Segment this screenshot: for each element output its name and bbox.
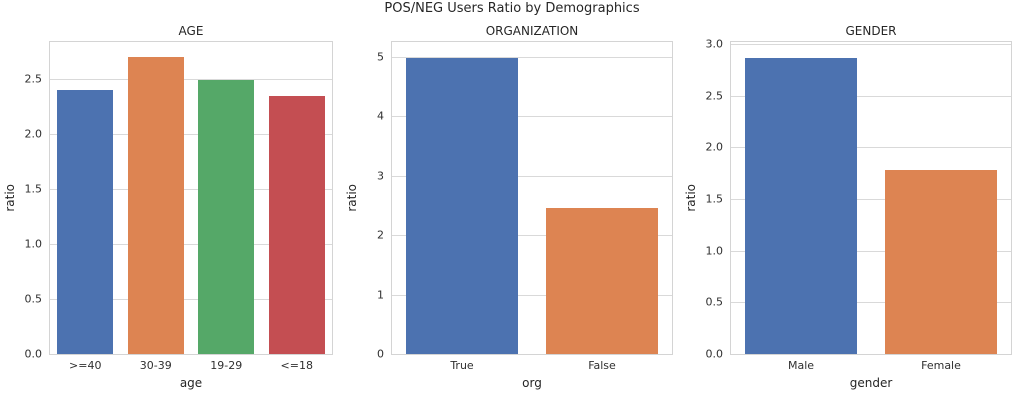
bar-age-<=18 — [268, 95, 325, 354]
x-tick-label: False — [588, 359, 616, 372]
bar-age-19-29 — [198, 80, 255, 354]
y-axis-label-text: ratio — [345, 184, 359, 212]
y-tick-label: 2.5 — [705, 89, 724, 103]
gridline — [50, 79, 332, 81]
subplot-title-organization: ORGANIZATION — [485, 24, 579, 38]
y-axis-label-text: ratio — [3, 184, 17, 212]
gridline — [50, 189, 332, 191]
y-tick-label: 2 — [377, 228, 384, 242]
gridline — [50, 134, 332, 136]
y-tick-label: 1.0 — [24, 237, 43, 251]
subplot-title-age: AGE — [178, 24, 204, 38]
gridline — [392, 294, 672, 296]
bar-age-30-39 — [127, 57, 184, 354]
y-tick-label: 2.0 — [705, 140, 724, 154]
subplot-title-gender: GENDER — [845, 24, 897, 38]
y-tick-label: 3 — [377, 169, 384, 183]
y-axis-label-gender: ratio — [683, 42, 699, 354]
y-tick-label: 4 — [377, 109, 384, 123]
figure-title: POS/NEG Users Ratio by Demographics — [384, 1, 640, 16]
x-tick-label: >=40 — [69, 359, 102, 372]
y-tick-label: 0.5 — [24, 292, 43, 306]
gridline — [731, 95, 1011, 97]
bar-organization-false — [546, 208, 658, 354]
gridline — [731, 44, 1011, 46]
y-tick-label: 0.0 — [705, 347, 724, 361]
y-tick-label: 0.5 — [705, 295, 724, 309]
x-tick-label: 19-29 — [210, 359, 243, 372]
y-tick-label: 1.0 — [705, 244, 724, 258]
y-tick-label: 2.5 — [24, 72, 43, 86]
y-tick-label: 0 — [377, 347, 384, 361]
x-tick-label: 30-39 — [139, 359, 172, 372]
gridline — [50, 244, 332, 246]
y-tick-label: 1 — [377, 288, 384, 302]
y-tick-label: 3.0 — [705, 37, 724, 51]
x-tick-label: <=18 — [280, 359, 313, 372]
y-tick-label: 1.5 — [24, 182, 43, 196]
x-tick-label: Female — [921, 359, 961, 372]
axes-gender: GENDER 0.0 0.5 1.0 1.5 2.0 2.5 3.0 Male Female gen… — [684, 24, 1012, 390]
bar-gender-male — [745, 57, 857, 354]
y-tick-label: 1.5 — [705, 192, 724, 206]
y-tick-label: 2.0 — [24, 127, 43, 141]
gridline — [731, 302, 1011, 304]
gridline — [392, 235, 672, 237]
x-axis-label-organization: org — [522, 376, 542, 390]
gridline — [731, 147, 1011, 149]
x-axis-label-gender: gender — [849, 376, 893, 390]
y-tick-label: 0.0 — [24, 347, 43, 361]
gridline — [392, 116, 672, 118]
gridline — [731, 250, 1011, 252]
axes-age: AGE 0.0 0.5 1.0 1.5 2.0 2.5 >=40 30-39 19-29 <=18 a… — [3, 24, 333, 390]
bar-organization-true — [406, 58, 518, 354]
axes-organization: ORGANIZATION 0 1 2 3 4 5 True False org ratio — [345, 24, 673, 390]
y-axis-label-text: ratio — [684, 184, 698, 212]
bar-gender-female — [885, 170, 997, 354]
x-tick-label: Male — [787, 359, 815, 372]
gridline — [50, 299, 332, 301]
y-tick-label: 5 — [377, 50, 384, 64]
gridline — [731, 199, 1011, 201]
y-axis-label-organization: ratio — [344, 42, 360, 354]
x-tick-label: True — [450, 359, 474, 372]
gridline — [392, 56, 672, 58]
gridline — [392, 175, 672, 177]
bar-age->=40 — [57, 90, 114, 354]
x-axis-label-age: age — [179, 376, 203, 390]
y-axis-label-age: ratio — [2, 42, 18, 354]
